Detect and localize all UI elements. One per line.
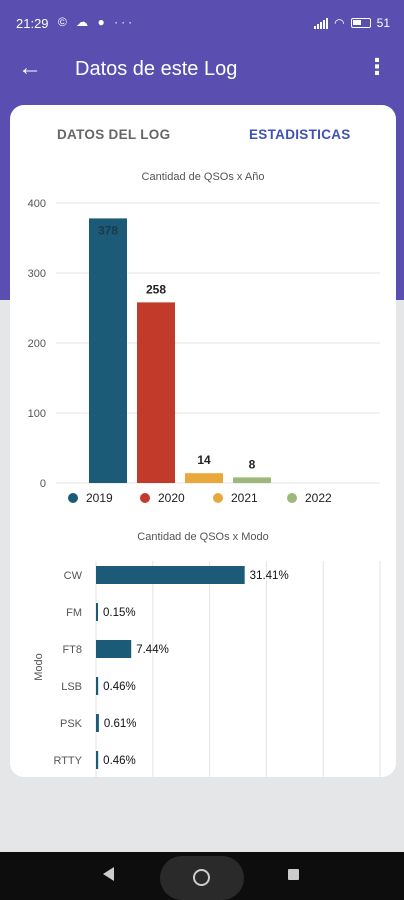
nav-recents-icon[interactable] bbox=[288, 869, 299, 880]
battery-icon bbox=[350, 18, 371, 28]
category-label: LSB bbox=[61, 681, 82, 693]
app-bar: ← Datos de este Log ⋮ bbox=[0, 48, 404, 92]
notification-icons: © ☁ ● ··· bbox=[58, 15, 136, 29]
bar-value-label: 8 bbox=[249, 457, 256, 471]
status-time: 21:29 bbox=[16, 16, 49, 31]
bar-2022 bbox=[233, 477, 271, 483]
legend-marker bbox=[287, 493, 297, 503]
legend-label: 2020 bbox=[158, 491, 185, 505]
system-nav-bar bbox=[0, 852, 404, 900]
year-chart-title: Cantidad de QSOs x Año bbox=[141, 171, 265, 183]
category-label: RTTY bbox=[53, 755, 82, 767]
bar-PSK bbox=[96, 714, 99, 732]
bar-FT8 bbox=[96, 640, 132, 658]
y-tick-label: 400 bbox=[28, 198, 46, 210]
page-title: Datos de este Log bbox=[75, 58, 238, 80]
legend-marker bbox=[68, 493, 78, 503]
category-label: CW bbox=[64, 570, 83, 582]
legend-label: 2019 bbox=[86, 491, 113, 505]
battery-level: 51 bbox=[376, 16, 390, 30]
y-tick-label: 200 bbox=[28, 338, 46, 350]
signal-icon bbox=[314, 17, 329, 29]
bar-value-label: 0.46% bbox=[103, 755, 136, 767]
bar-CW bbox=[96, 566, 245, 584]
y-tick-label: 0 bbox=[40, 478, 46, 490]
status-bar: 21:29 © ☁ ● ··· ◠ 51 bbox=[0, 0, 404, 48]
category-label: FM bbox=[66, 607, 82, 619]
more-vert-icon[interactable]: ⋮ bbox=[366, 54, 388, 79]
bar-2021 bbox=[185, 473, 223, 483]
bar-FM bbox=[96, 603, 98, 621]
bar-value-label: 14 bbox=[197, 453, 211, 467]
y-tick-label: 100 bbox=[28, 408, 46, 420]
mode-chart-title: Cantidad de QSOs x Modo bbox=[137, 531, 269, 543]
bar-value-label: 258 bbox=[146, 282, 166, 296]
bar-value-label: 7.44% bbox=[136, 644, 169, 656]
bar-2019 bbox=[89, 218, 127, 483]
mode-bar-chart: Modo CW 31.41% FM 0.15% FT8 7.44% LSB 0.46% PSK 0.… bbox=[33, 561, 381, 777]
bar-value-label: 0.15% bbox=[103, 607, 136, 619]
content-card: DATOS DEL LOG ESTADISTICAS Cantidad de Q… bbox=[10, 105, 396, 777]
year-bar-chart: 0 100 200 300 400 378 258 14 8 2019 2020 2021 2022 bbox=[28, 198, 380, 505]
legend-marker bbox=[213, 493, 223, 503]
wifi-icon: ◠ bbox=[334, 16, 345, 30]
bar-2020 bbox=[137, 302, 175, 483]
y-axis-label: Modo bbox=[33, 653, 45, 681]
arrow-back-icon[interactable]: ← bbox=[18, 54, 42, 81]
tab-estadisticas[interactable]: ESTADISTICAS bbox=[249, 127, 351, 142]
tab-datos-del-log[interactable]: DATOS DEL LOG bbox=[57, 127, 171, 142]
legend-label: 2021 bbox=[231, 491, 258, 505]
category-label: FT8 bbox=[62, 644, 82, 656]
bar-LSB bbox=[96, 677, 99, 695]
bar-value-label: 31.41% bbox=[250, 570, 289, 582]
bar-value-label: 0.46% bbox=[103, 681, 136, 693]
legend-marker bbox=[140, 493, 150, 503]
nav-back-icon[interactable] bbox=[103, 867, 114, 881]
y-tick-label: 300 bbox=[28, 268, 46, 280]
nav-home-icon[interactable] bbox=[160, 856, 244, 900]
category-label: PSK bbox=[60, 718, 83, 730]
bar-value-label: 378 bbox=[98, 223, 118, 237]
bar-RTTY bbox=[96, 751, 99, 769]
legend-label: 2022 bbox=[305, 491, 332, 505]
bar-value-label: 0.61% bbox=[104, 718, 137, 730]
